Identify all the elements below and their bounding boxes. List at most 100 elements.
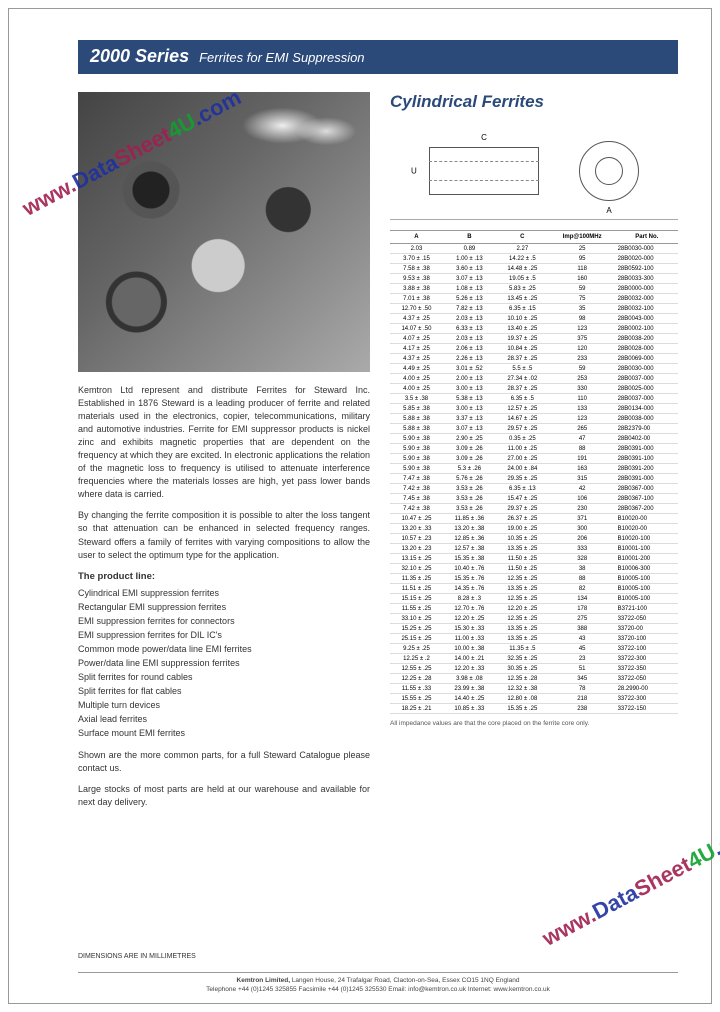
table-row: 11.35 ± .2515.35 ± .7612.35 ± .2588B1000… (390, 574, 678, 584)
table-row: 12.55 ± .2512.20 ± .3330.35 ± .255133722… (390, 664, 678, 674)
table-cell: 13.35 ± .25 (496, 624, 549, 634)
table-cell: 33720-100 (616, 634, 678, 644)
table-cell: 28B0028-000 (616, 344, 678, 354)
table-cell: 12.57 ± .25 (496, 404, 549, 414)
table-cell: 82 (549, 584, 616, 594)
table-cell: 15.47 ± .25 (496, 494, 549, 504)
diagram-end-view: A (579, 141, 639, 201)
table-cell: 15.15 ± .25 (390, 594, 443, 604)
table-cell: 5.90 ± .38 (390, 434, 443, 444)
table-cell: 5.26 ± .13 (443, 294, 496, 304)
product-line-item: EMI suppression ferrites for connectors (78, 615, 370, 629)
table-row: 4.37 ± .252.03 ± .1310.10 ± .259828B0043… (390, 314, 678, 324)
table-cell: 28B0033-300 (616, 274, 678, 284)
header-subtitle: Ferrites for EMI Suppression (199, 50, 364, 65)
table-cell: 18.25 ± .21 (390, 704, 443, 714)
table-row: 33.10 ± .2512.20 ± .2512.35 ± .252753372… (390, 614, 678, 624)
table-cell: 25.15 ± .25 (390, 634, 443, 644)
table-cell: 375 (549, 334, 616, 344)
table-row: 4.07 ± .252.03 ± .1319.37 ± .2537528B003… (390, 334, 678, 344)
table-cell: 163 (549, 464, 616, 474)
table-cell: 5.5 ± .5 (496, 364, 549, 374)
product-line-item: Multiple turn devices (78, 699, 370, 713)
table-cell: 12.70 ± .50 (390, 304, 443, 314)
table-cell: 118 (549, 264, 616, 274)
table-cell: 28B0037-000 (616, 394, 678, 404)
table-cell: 12.20 ± .25 (443, 614, 496, 624)
table-cell: 2.00 ± .13 (443, 374, 496, 384)
table-cell: 11.85 ± .36 (443, 514, 496, 524)
table-cell: 28B0020-000 (616, 254, 678, 264)
table-cell: 11.50 ± .25 (496, 564, 549, 574)
table-header-cell: C (496, 231, 549, 244)
table-cell: 32.35 ± .25 (496, 654, 549, 664)
table-header-cell: Imp@100MHz (549, 231, 616, 244)
table-cell: 14.48 ± .25 (496, 264, 549, 274)
table-cell: 388 (549, 624, 616, 634)
table-cell: 33722-050 (616, 614, 678, 624)
table-cell: 14.00 ± .21 (443, 654, 496, 664)
product-line-item: Cylindrical EMI suppression ferrites (78, 587, 370, 601)
table-cell: 28.37 ± .25 (496, 384, 549, 394)
table-body: 2.030.892.272528B0030-0003.70 ± .151.00 … (390, 244, 678, 714)
table-cell: 333 (549, 544, 616, 554)
table-row: 5.90 ± .383.09 ± .2627.00 ± .2519128B039… (390, 454, 678, 464)
table-cell: 6.33 ± .13 (443, 324, 496, 334)
table-cell: 33722-050 (616, 674, 678, 684)
table-row: 4.37 ± .252.26 ± .1328.37 ± .2523328B006… (390, 354, 678, 364)
table-row: 11.55 ± .3323.99 ± .3812.32 ± .387828.29… (390, 684, 678, 694)
table-cell: 13.20 ± .38 (443, 524, 496, 534)
table-row: 4.49 ± .253.01 ± .525.5 ± .55928B0030-00… (390, 364, 678, 374)
intro-paragraph-2: By changing the ferrite composition it i… (78, 509, 370, 561)
table-cell: 3.00 ± .13 (443, 384, 496, 394)
intro-paragraph-1: Kemtron Ltd represent and distribute Fer… (78, 384, 370, 501)
table-cell: 88 (549, 444, 616, 454)
table-cell: 12.80 ± .08 (496, 694, 549, 704)
table-cell: 7.58 ± .38 (390, 264, 443, 274)
table-cell: 230 (549, 504, 616, 514)
table-cell: 11.35 ± .25 (390, 574, 443, 584)
table-cell: 33722-150 (616, 704, 678, 714)
table-cell: 13.40 ± .25 (496, 324, 549, 334)
table-row: 4.00 ± .252.00 ± .1327.34 ± .0225328B003… (390, 374, 678, 384)
table-row: 7.45 ± .383.53 ± .2615.47 ± .2510628B036… (390, 494, 678, 504)
table-cell: 2.06 ± .13 (443, 344, 496, 354)
table-cell: 5.76 ± .26 (443, 474, 496, 484)
table-cell: 95 (549, 254, 616, 264)
table-cell: 2.27 (496, 244, 549, 254)
table-cell: 133 (549, 404, 616, 414)
table-cell: 14.22 ± .5 (496, 254, 549, 264)
table-row: 5.90 ± .382.90 ± .250.35 ± .254728B0402-… (390, 434, 678, 444)
table-cell: 10.10 ± .25 (496, 314, 549, 324)
table-cell: 191 (549, 454, 616, 464)
table-cell: 33722-100 (616, 644, 678, 654)
table-footnote: All impedance values are that the core p… (390, 720, 678, 727)
table-cell: 47 (549, 434, 616, 444)
table-row: 13.15 ± .2515.35 ± .3811.50 ± .25328B100… (390, 554, 678, 564)
table-cell: 10.85 ± .33 (443, 704, 496, 714)
table-row: 25.15 ± .2511.00 ± .3313.35 ± .254333720… (390, 634, 678, 644)
table-cell: 12.20 ± .25 (496, 604, 549, 614)
table-row: 5.85 ± .383.00 ± .1312.57 ± .2513328B013… (390, 404, 678, 414)
table-cell: 28B0037-000 (616, 374, 678, 384)
table-cell: 371 (549, 514, 616, 524)
table-cell: 12.35 ± .28 (496, 674, 549, 684)
table-cell: 14.35 ± .76 (443, 584, 496, 594)
table-cell: 3.60 ± .13 (443, 264, 496, 274)
table-cell: 2.03 ± .13 (443, 314, 496, 324)
table-cell: 3.5 ± .38 (390, 394, 443, 404)
table-cell: 12.32 ± .38 (496, 684, 549, 694)
table-cell: 19.00 ± .25 (496, 524, 549, 534)
table-cell: 5.88 ± .38 (390, 424, 443, 434)
table-row: 7.01 ± .385.26 ± .1313.45 ± .257528B0032… (390, 294, 678, 304)
table-row: 13.20 ± .3313.20 ± .3819.00 ± .25300B100… (390, 524, 678, 534)
table-cell: 13.15 ± .25 (390, 554, 443, 564)
table-row: 13.20 ± .2312.57 ± .3813.35 ± .25333B100… (390, 544, 678, 554)
table-row: 14.07 ± .506.33 ± .1313.40 ± .2512328B00… (390, 324, 678, 334)
table-cell: 29.57 ± .25 (496, 424, 549, 434)
table-cell: 11.55 ± .25 (390, 604, 443, 614)
table-cell: 5.3 ± .26 (443, 464, 496, 474)
table-cell: 13.35 ± .25 (496, 584, 549, 594)
table-cell: B10005-100 (616, 574, 678, 584)
table-cell: 2.03 ± .13 (443, 334, 496, 344)
